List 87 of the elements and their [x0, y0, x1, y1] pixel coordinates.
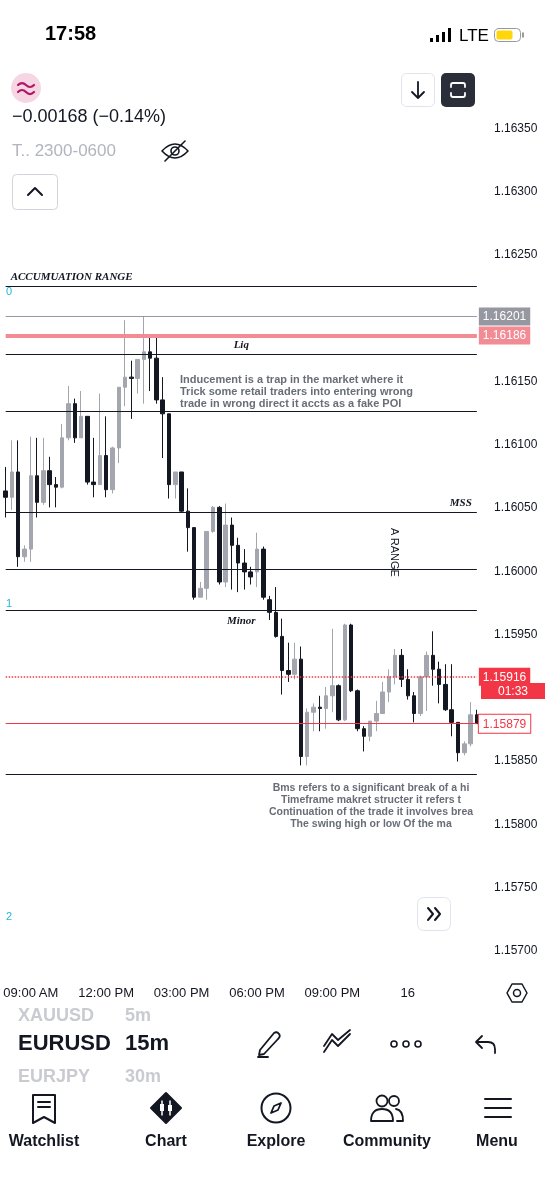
candlestick: [355, 688, 360, 732]
candlestick: [311, 702, 316, 732]
candlestick: [117, 386, 121, 464]
candlestick: [324, 686, 328, 730]
candlestick: [431, 630, 435, 687]
annotation: T.. 2300-0600: [12, 141, 116, 161]
x-tick-label: 03:00 PM: [153, 985, 210, 1000]
y-tick-label: 1.15850: [494, 753, 538, 768]
ref-line-label: 1.16201: [482, 309, 527, 324]
candlestick: [456, 721, 460, 763]
text: LTE: [459, 26, 489, 46]
candlestick: [79, 390, 83, 439]
x-tick-label: 09:00 AM: [3, 985, 59, 1000]
candlestick: [412, 691, 416, 723]
candlestick: [142, 315, 146, 405]
candlestick: [318, 695, 322, 732]
candlestick: [211, 505, 215, 534]
candlestick: [135, 358, 140, 395]
candlestick: [349, 623, 353, 693]
annotation: 1: [6, 597, 13, 609]
y-tick-label: 1.15700: [494, 943, 538, 957]
candlestick: [255, 532, 259, 588]
candlestick: [362, 725, 366, 752]
candlestick: [104, 415, 108, 498]
candlestick: [330, 628, 335, 713]
annotation: Inducement is a trap in the market where it Trick some retail traders into entering wrong trade in wrong direct it accts as a fake POI: [180, 373, 413, 409]
annotation: A RANGE: [389, 528, 401, 577]
candlestick: [66, 385, 71, 441]
candlestick: [399, 648, 404, 688]
ref-line-label: Minor: [225, 614, 257, 627]
candlestick: [336, 683, 341, 722]
ref-line-label: Liq: [232, 337, 250, 350]
y-tick-label: 1.15800: [494, 816, 538, 831]
y-tick-label: 1.16000: [494, 563, 538, 578]
x-tick-label: 16: [400, 985, 415, 1000]
candlestick: [305, 707, 309, 766]
candlestick: [22, 544, 27, 563]
text: Community: [342, 1132, 432, 1150]
candlestick: [123, 319, 127, 407]
y-tick-label: 1.16050: [494, 500, 538, 515]
candlestick: [110, 446, 115, 494]
y-tick-label: 1.16150: [494, 373, 538, 388]
text: Explore: [245, 1132, 307, 1150]
candlestick: [47, 456, 52, 508]
x-tick-label: 12:00 PM: [78, 985, 135, 1000]
ref-line-label: 1.16186: [482, 328, 527, 343]
candlestick: [393, 648, 397, 685]
candlestick: [29, 436, 33, 563]
annotation: Bms refers to a significant break of a hi Timeframe makret structer it refers t Continuation of the trade it involves brea The swing high or low Of the ma: [267, 781, 475, 829]
text: −0.00168 (−0.14%): [12, 106, 167, 127]
candlestick: [223, 503, 228, 588]
y-tick-label: 1.16300: [494, 184, 538, 199]
y-tick-label: 1.16250: [494, 247, 538, 262]
text: Watchlist: [7, 1132, 81, 1150]
ref-line-label: MSS: [448, 495, 472, 508]
candlestick: [54, 476, 58, 508]
annotation: 2: [6, 910, 13, 922]
text: Menu: [475, 1132, 519, 1150]
candlestick: [173, 471, 178, 500]
ref-line-label: 1.15916: [482, 669, 527, 684]
candlestick: [41, 437, 46, 506]
candlestick: [343, 623, 347, 722]
candlestick: [286, 642, 291, 683]
text: 17:58: [45, 22, 97, 45]
candlestick: [299, 645, 303, 766]
candlestick: [387, 668, 391, 703]
annotation: 0: [6, 285, 13, 297]
x-tick-label: 06:00 PM: [229, 985, 285, 1000]
candlestick: [292, 642, 297, 680]
ref-line-label: ACCUMUATION RANGE: [9, 269, 133, 282]
y-tick-label: 1.15750: [494, 879, 538, 894]
candlestick: [437, 661, 441, 704]
y-tick-label: 1.16350: [494, 121, 538, 135]
y-tick-label: 1.15950: [494, 626, 538, 641]
candlestick: [98, 393, 102, 486]
candlestick: [10, 439, 14, 511]
text: 15m: [125, 1030, 170, 1056]
x-tick-label: 09:00 PM: [304, 985, 361, 1000]
text: EURUSD: [18, 1030, 111, 1056]
candlestick: [368, 720, 372, 742]
candlestick: [60, 423, 64, 489]
y-tick-label: 1.16100: [494, 437, 538, 452]
candlestick: [280, 618, 284, 696]
ref-line-label: 1.15879: [482, 716, 527, 731]
text: 01:33: [481, 683, 545, 699]
text: Chart: [144, 1132, 188, 1150]
candlestick: [406, 668, 410, 701]
